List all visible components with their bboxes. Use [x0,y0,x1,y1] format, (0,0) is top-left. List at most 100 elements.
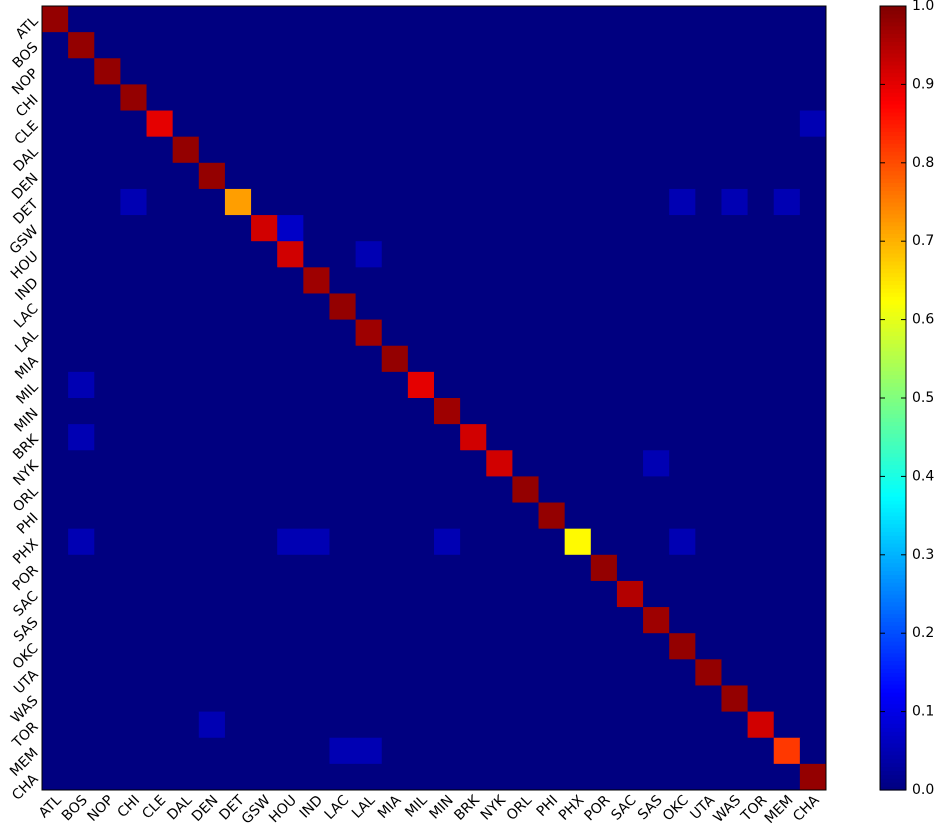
heatmap-cell [172,162,200,190]
heatmap-cell [643,607,670,634]
heatmap-cell [251,32,278,59]
heatmap-cell [224,215,252,242]
colorbar-gradient [880,394,906,399]
heatmap-cell [303,476,330,504]
heatmap-cell [486,398,513,425]
colorbar-gradient [880,676,906,681]
heatmap-cell [198,763,226,791]
heatmap-cell [94,345,121,373]
colorbar-gradient [880,433,906,438]
heatmap-cell [564,554,592,582]
heatmap-cell [277,215,304,242]
heatmap-cell [198,110,226,138]
heatmap-cell [224,6,252,33]
heatmap-cell [799,58,827,85]
heatmap-cell [329,84,357,112]
heatmap-cell [172,319,200,347]
colorbar-gradient [880,100,906,105]
colorbar-gradient [880,80,906,85]
heatmap-cell [303,737,330,765]
heatmap-cell [486,136,513,164]
heatmap-cell [68,607,95,634]
heatmap-cell [329,241,357,268]
heatmap-cell [277,763,304,791]
heatmap-cell [434,345,461,373]
heatmap-cell [616,450,644,477]
heatmap-cell [277,267,304,294]
colorbar-gradient [880,288,906,293]
heatmap-cell [381,398,409,425]
colorbar-gradient [880,107,906,113]
heatmap-cell [773,476,801,504]
heatmap-cell [486,763,513,791]
colorbar-gradient [880,715,906,721]
heatmap-cell [773,502,801,530]
heatmap-cell [747,6,775,33]
heatmap-cell [172,685,200,713]
colorbar-gradient [880,519,906,525]
colorbar-gradient [880,778,906,783]
heatmap-cell [721,633,749,660]
colorbar-gradient [880,205,906,211]
heatmap-cell [799,345,827,373]
colorbar-tick-label: 0.0 [912,782,934,798]
heatmap-cell [198,580,226,608]
heatmap-cell [277,110,304,138]
colorbar-gradient [880,88,906,93]
heatmap-cell [460,711,487,739]
heatmap-cell [538,32,566,59]
heatmap-cell [538,188,566,216]
colorbar-gradient [880,480,906,485]
heatmap-cell [329,528,357,556]
heatmap-cell [590,267,618,294]
heatmap-cell [303,580,330,608]
heatmap-cell [42,371,69,399]
x-tick-label: BRK [451,792,483,824]
heatmap-cell [329,763,357,791]
heatmap-cell [564,763,592,791]
x-tick-label: DAL [164,792,195,823]
colorbar-gradient [880,684,906,689]
heatmap-cell [643,188,670,216]
heatmap-cell [799,241,827,268]
heatmap-cell [460,737,487,765]
heatmap-cell [224,345,252,373]
heatmap-cell [721,607,749,634]
heatmap-cell [747,162,775,190]
heatmap-cell [120,215,148,242]
heatmap-cell [120,711,148,739]
heatmap-cell [564,241,592,268]
heatmap-cell [747,476,775,504]
heatmap-cell [538,215,566,242]
heatmap-cell [303,659,330,686]
heatmap-cell [172,293,200,321]
heatmap-cell [303,267,330,294]
colorbar-gradient [880,154,906,160]
x-tick-label: MEM [762,792,797,827]
heatmap-cell [616,267,644,294]
heatmap-cell [251,6,278,33]
heatmap-cell [773,6,801,33]
heatmap-cell [538,319,566,347]
x-tick-label: BOS [59,792,91,824]
heatmap-cell [251,607,278,634]
heatmap-cell [303,319,330,347]
heatmap-cell [198,241,226,268]
heatmap-cell [42,528,69,556]
heatmap-cell [146,737,174,765]
heatmap-cell [799,398,827,425]
heatmap-cell [616,162,644,190]
heatmap-cell [120,371,148,399]
heatmap-cell [120,58,148,85]
heatmap-cell [616,502,644,530]
heatmap-cell [460,162,487,190]
y-tick-label: PHI [14,510,42,538]
heatmap-cell [407,528,435,556]
heatmap-cell [538,607,566,634]
heatmap-cell [42,685,69,713]
heatmap-cell [355,136,383,164]
colorbar-gradient [880,280,906,285]
heatmap-cell [799,293,827,321]
heatmap-cell [172,737,200,765]
